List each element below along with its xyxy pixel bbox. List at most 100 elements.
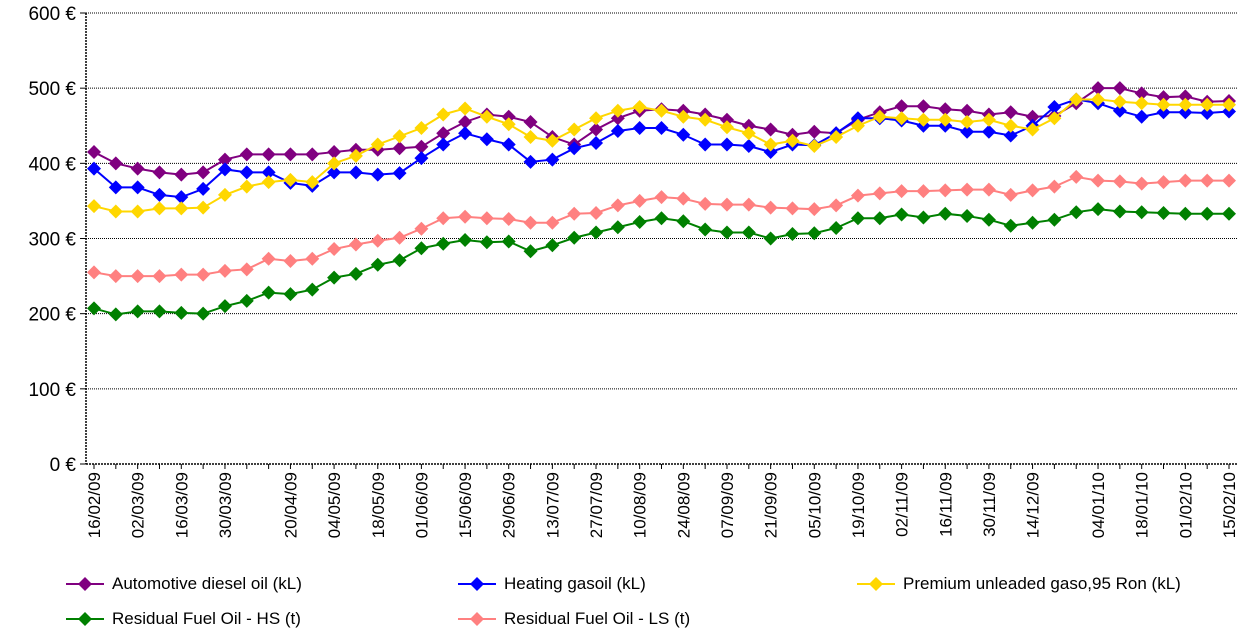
data-point (589, 205, 604, 220)
data-point (458, 101, 473, 116)
data-point (741, 118, 756, 133)
series-group (87, 81, 1236, 322)
data-point (523, 215, 538, 230)
legend-marker-blue-diamond (458, 577, 496, 591)
data-point (610, 198, 625, 213)
legend-label: Automotive diesel oil (kL) (112, 574, 302, 593)
x-tick-label: 02/11/09 (893, 472, 912, 537)
data-point (567, 141, 582, 156)
data-point (960, 182, 975, 197)
data-point (501, 211, 516, 226)
data-point (217, 187, 232, 202)
data-point (392, 141, 407, 156)
data-point (392, 253, 407, 268)
data-point (763, 137, 778, 152)
data-point (960, 114, 975, 129)
data-point (1112, 94, 1127, 109)
data-point (327, 242, 342, 257)
data-point (392, 230, 407, 245)
data-point (239, 262, 254, 277)
data-point (719, 197, 734, 212)
data-point (1112, 174, 1127, 189)
data-point (938, 112, 953, 127)
y-axis: 0 € 100 € 200 € 300 € 400 € 500 € 600 € (28, 4, 87, 476)
data-point (698, 222, 713, 237)
data-point (654, 190, 669, 205)
data-point (414, 221, 429, 236)
y-tick-label: 500 € (28, 79, 76, 100)
y-tick-label: 300 € (28, 230, 76, 251)
data-point (348, 237, 363, 252)
data-point (261, 285, 276, 300)
data-point (239, 179, 254, 194)
data-point (414, 241, 429, 256)
data-point (1069, 169, 1084, 184)
data-point (589, 122, 604, 137)
data-point (1222, 97, 1236, 112)
data-point (501, 137, 516, 152)
data-point (632, 214, 647, 229)
data-point (960, 103, 975, 118)
data-point (523, 130, 538, 145)
data-point (436, 236, 451, 251)
data-point (916, 184, 931, 199)
series-2 (87, 92, 1236, 219)
x-tick-label: 16/11/09 (936, 472, 955, 537)
x-tick-label: 30/11/09 (980, 472, 999, 537)
data-point (1156, 175, 1171, 190)
data-point (261, 165, 276, 180)
data-point (261, 147, 276, 162)
data-point (108, 156, 123, 171)
data-point (1003, 218, 1018, 233)
legend-item-residual-ls: Residual Fuel Oil - LS (t) (458, 609, 690, 629)
x-tick-label: 18/01/10 (1133, 472, 1152, 538)
legend-label: Residual Fuel Oil - HS (t) (112, 609, 301, 628)
data-point (1003, 128, 1018, 143)
data-point (370, 257, 385, 272)
data-point (785, 133, 800, 148)
data-point (87, 161, 101, 176)
x-tick-label: 15/06/09 (456, 472, 475, 538)
data-point (196, 165, 211, 180)
data-point (807, 124, 822, 139)
x-tick-label: 10/08/09 (631, 472, 650, 538)
data-point (872, 186, 887, 201)
data-point (283, 147, 298, 162)
data-point (458, 209, 473, 224)
y-tick-label: 200 € (28, 305, 76, 326)
data-point (305, 147, 320, 162)
legend-label: Heating gasoil (kL) (504, 574, 646, 593)
data-point (501, 117, 516, 132)
data-point (763, 231, 778, 246)
data-point (807, 202, 822, 217)
data-point (872, 109, 887, 124)
data-point (1003, 187, 1018, 202)
data-point (130, 204, 145, 219)
x-tick-label: 13/07/09 (543, 472, 562, 538)
data-point (87, 199, 101, 214)
data-point (130, 304, 145, 319)
data-point (1178, 89, 1193, 104)
data-point (523, 154, 538, 169)
data-point (981, 124, 996, 139)
data-point (305, 175, 320, 190)
x-tick-label: 24/08/09 (674, 472, 693, 538)
data-point (894, 207, 909, 222)
data-point (196, 181, 211, 196)
data-point (741, 197, 756, 212)
data-point (414, 121, 429, 136)
data-point (981, 112, 996, 127)
data-point (676, 191, 691, 206)
data-point (1069, 92, 1084, 107)
legend-label: Residual Fuel Oil - LS (t) (504, 609, 691, 628)
data-point (1200, 173, 1215, 188)
data-point (370, 137, 385, 152)
data-point (785, 226, 800, 241)
data-point (916, 210, 931, 225)
legend-marker-pink-diamond (458, 612, 496, 626)
data-point (1178, 97, 1193, 112)
data-point (545, 133, 560, 148)
data-point (1178, 206, 1193, 221)
data-point (872, 211, 887, 226)
data-point (654, 121, 669, 136)
